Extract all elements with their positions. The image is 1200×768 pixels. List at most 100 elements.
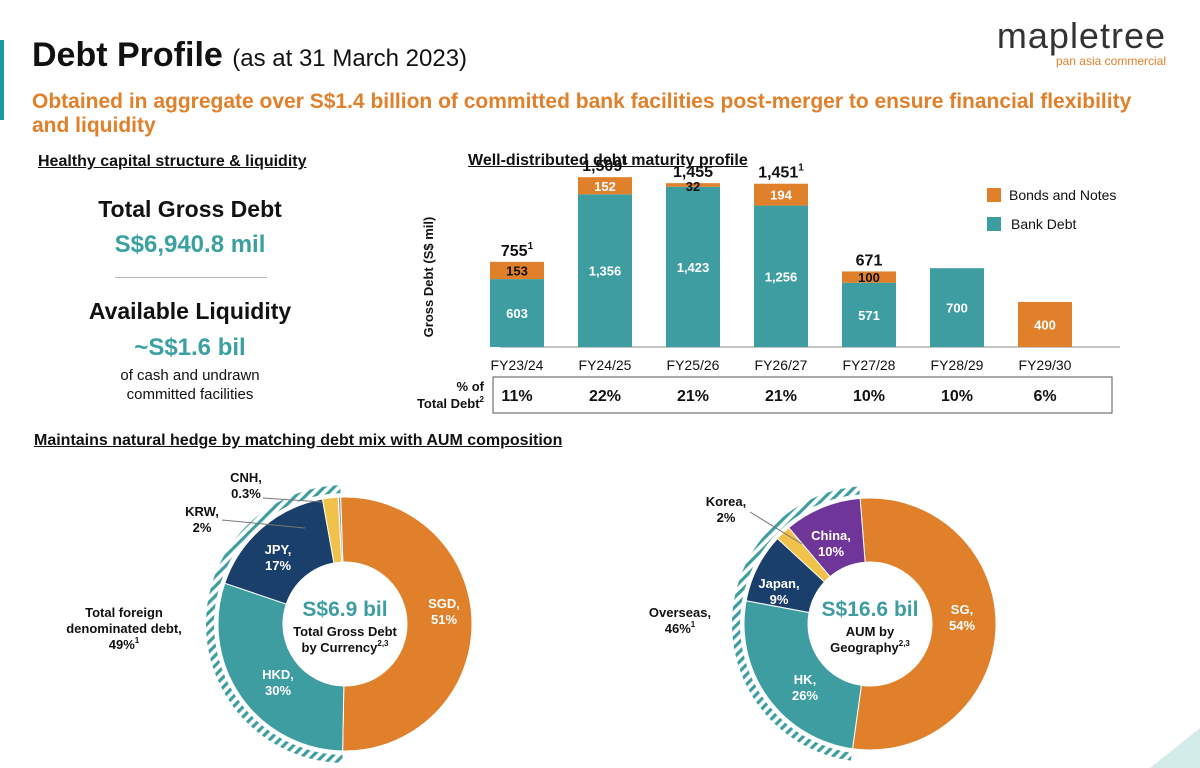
bar-bank-value: 571 <box>858 308 880 323</box>
bar-bank-value: 1,423 <box>677 260 710 275</box>
hedge-heading: Maintains natural hedge by matching debt… <box>34 432 563 449</box>
donut-center-line2: Geography2,3 <box>830 639 910 655</box>
slice-name-label: CNH, <box>230 470 262 485</box>
bar-bonds-value: 100 <box>858 270 880 285</box>
slice-name-label: Korea, <box>706 494 746 509</box>
corner-decoration <box>1150 728 1200 768</box>
bar-bonds-notes <box>754 183 808 206</box>
x-tick-label: FY29/30 <box>1019 357 1072 373</box>
bar-total-label: 1,5091 <box>582 156 628 175</box>
slice-value-label: 10% <box>818 544 844 559</box>
slice-value-label: 17% <box>265 558 291 573</box>
leader-line <box>749 511 803 545</box>
leader-line <box>221 519 306 529</box>
headline: Obtained in aggregate over S$1.4 billion… <box>32 90 1132 137</box>
bar-bonds-notes <box>490 261 544 280</box>
bar-bank-value: 603 <box>506 306 528 321</box>
capital-heading: Healthy capital structure & liquidity <box>38 153 307 170</box>
bar-bank-debt <box>754 205 808 347</box>
donut-slice <box>788 497 866 578</box>
slice-name-label: SGD, <box>428 596 460 611</box>
bar-bonds-notes <box>1018 301 1072 347</box>
legend-swatch-bonds <box>987 188 1001 202</box>
bar-bank-debt <box>930 268 984 347</box>
slice-value-label: 9% <box>770 592 789 607</box>
x-tick-label: FY26/27 <box>755 357 808 373</box>
bar-bonds-value: 400 <box>1034 317 1056 332</box>
y-axis-label: Gross Debt (S$ mil) <box>421 217 436 338</box>
bracket-label-line2: denominated debt, <box>66 621 182 636</box>
pct-total-value: 21% <box>765 388 797 405</box>
bar-bank-value: 1,256 <box>765 269 798 284</box>
gross-debt-value: S$6,940.8 mil <box>114 231 266 258</box>
liquidity-note-2: committed facilities <box>126 386 254 403</box>
slice-value-label: 30% <box>265 683 291 698</box>
liquidity-value: ~S$1.6 bil <box>134 334 246 361</box>
donut-center-value: S$6.9 bil <box>302 598 387 621</box>
slice-name-label: JPY, <box>265 542 292 557</box>
bar-bonds-value: 152 <box>594 179 616 194</box>
bar-bonds-value: 32 <box>686 179 700 194</box>
x-tick-label: FY28/29 <box>931 357 984 373</box>
slice-value-label: 51% <box>431 612 457 627</box>
donut-slice <box>743 600 862 750</box>
slice-value-label: 0.3% <box>231 486 261 501</box>
x-tick-label: FY24/25 <box>579 357 632 373</box>
bracket-label-line3: 46%1 <box>665 620 696 636</box>
donut-center <box>810 564 930 684</box>
bar-bonds-notes <box>842 271 896 283</box>
bracket-label-line3: 49%1 <box>109 636 140 652</box>
donut-slice <box>340 496 473 752</box>
maturity-heading: Well-distributed debt maturity profile <box>468 152 748 169</box>
bar-bonds-notes <box>666 183 720 187</box>
accent-bar <box>0 40 4 120</box>
slice-name-label: SG, <box>951 602 973 617</box>
pct-total-box <box>492 376 1113 414</box>
x-tick-label: FY27/28 <box>843 357 896 373</box>
bar-total-label: 1,455 <box>673 164 713 181</box>
pct-total-value: 6% <box>1033 388 1056 405</box>
donut-slice <box>217 582 345 752</box>
donut-center-line2: by Currency2,3 <box>302 639 390 655</box>
bar-bank-debt <box>666 186 720 347</box>
bar-bonds-value: 153 <box>506 263 528 278</box>
pct-row-label-2: Total Debt2 <box>417 395 485 411</box>
pct-total-value: 21% <box>677 388 709 405</box>
company-logo: mapletree pan asia commercial <box>996 15 1166 69</box>
leader-line <box>262 497 323 503</box>
logo-tagline: pan asia commercial <box>1055 54 1166 68</box>
debt-maturity-chart: Gross Debt (S$ mil) Bonds and Notes Bank D… <box>417 156 1120 414</box>
slice-name-label: HKD, <box>262 667 294 682</box>
slice-name-label: HK, <box>794 672 816 687</box>
page-title-text: Debt Profile <box>32 36 223 74</box>
legend-label-bank: Bank Debt <box>1011 216 1076 232</box>
donut-center-line1: Total Gross Debt <box>293 624 397 639</box>
bar-total-label: 7551 <box>501 241 534 260</box>
slice-value-label: 26% <box>792 688 818 703</box>
pct-total-value: 10% <box>853 388 885 405</box>
bar-bank-debt <box>842 282 896 347</box>
bar-bank-value: 700 <box>946 301 968 316</box>
x-tick-label: FY25/26 <box>667 357 720 373</box>
liquidity-label: Available Liquidity <box>88 298 292 324</box>
pct-total-value: 10% <box>941 388 973 405</box>
logo-wordmark: mapletree <box>996 15 1166 56</box>
pct-total-value: 22% <box>589 388 621 405</box>
legend-label-bonds: Bonds and Notes <box>1009 187 1116 203</box>
x-tick-label: FY23/24 <box>491 357 544 373</box>
slice-value-label: 2% <box>193 520 212 535</box>
bar-bonds-notes <box>578 177 632 195</box>
bar-bank-value: 1,356 <box>589 264 622 279</box>
donut-slice <box>851 497 997 751</box>
bar-bank-debt <box>490 279 544 347</box>
slice-value-label: 54% <box>949 618 975 633</box>
page-subtitle: (as at 31 March 2023) <box>232 45 468 72</box>
slice-name-label: China, <box>811 528 851 543</box>
bracket-label-line1: Overseas, <box>649 605 711 620</box>
bar-total-label: 671 <box>856 252 883 269</box>
slice-name-label: KRW, <box>185 504 219 519</box>
slice-name-label: Japan, <box>758 576 799 591</box>
stat-divider <box>115 277 267 278</box>
pct-row-label-1: % of <box>457 379 485 394</box>
